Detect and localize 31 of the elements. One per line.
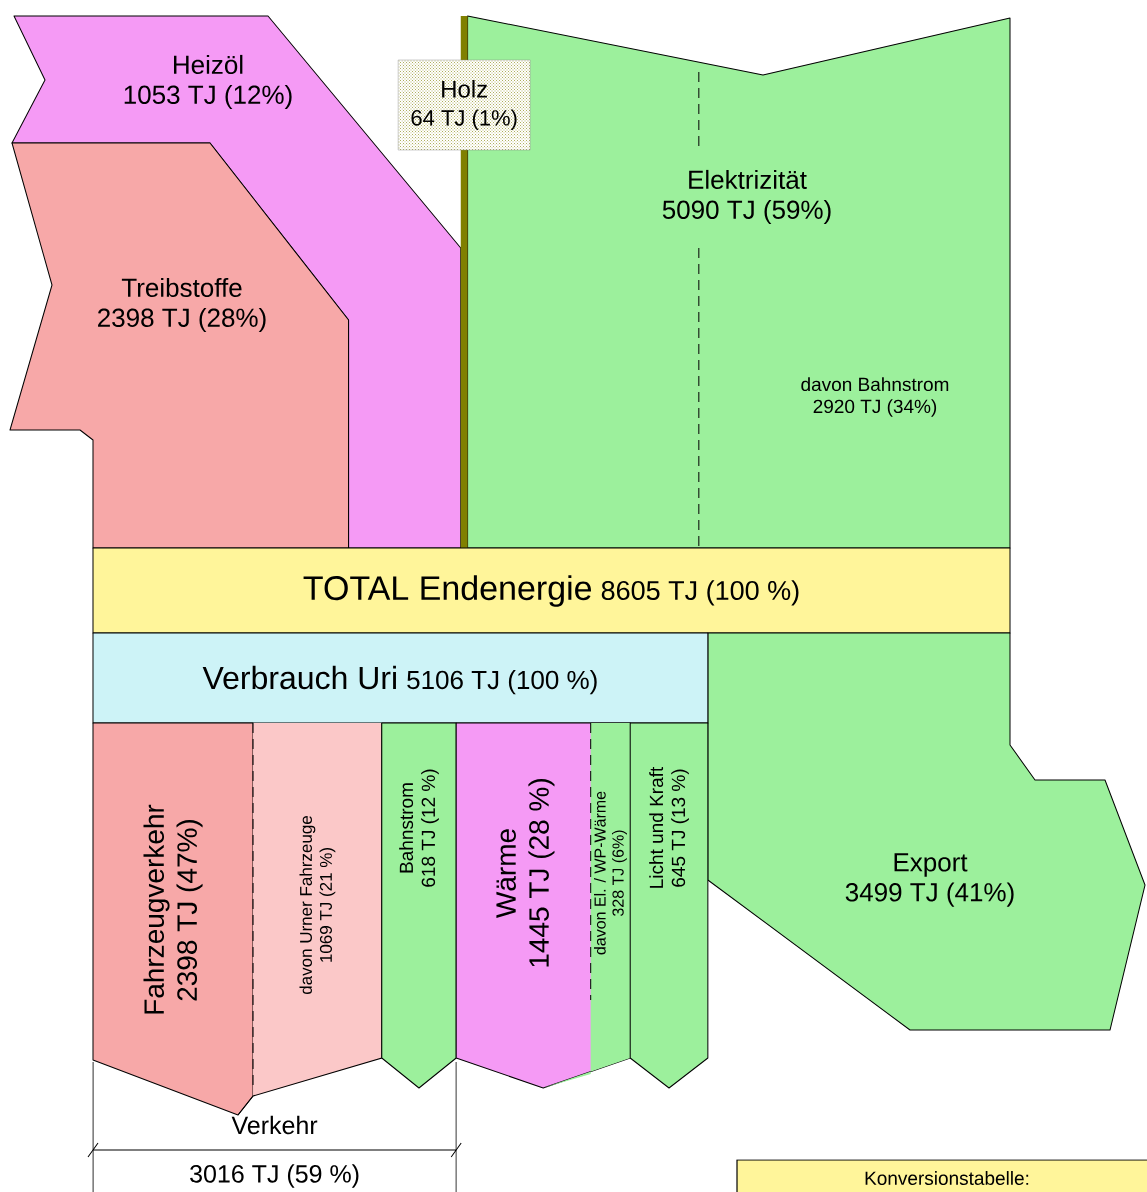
data-label: 5090 TJ (59%) <box>662 199 831 225</box>
text: Konversionstabelle: <box>865 1171 1029 1185</box>
category-label: Heizöl <box>174 54 243 74</box>
category-label: Licht und Kraft <box>649 766 664 888</box>
category-label: TOTAL Endenergie <box>303 575 592 607</box>
data-label: 8605 TJ (100 %) <box>601 580 799 606</box>
category-label: Holz <box>442 80 487 98</box>
data-label: 1053 TJ (12%) <box>124 84 292 110</box>
category-label: Bahnstrom <box>399 783 414 873</box>
category-label: davon Bahnstrom <box>801 377 949 392</box>
data-label: 2398 TJ (28%) <box>98 307 266 333</box>
category-label: Verbrauch Uri <box>202 665 396 690</box>
category-label: davon El. / WP-Wärme <box>593 791 606 955</box>
category-label: davon Urner Fahrzeuge <box>299 816 316 995</box>
data-label: 645 TJ (13 %) <box>671 769 689 887</box>
data-label: 1069 TJ (21 %) <box>319 847 336 962</box>
data-label: 3499 TJ (41%) <box>845 882 1014 907</box>
data-label: 618 TJ (12 %) <box>421 769 439 887</box>
data-label: 3016 TJ (59 %) <box>190 1164 359 1188</box>
category-label: Wärme <box>496 829 516 918</box>
data-label: 64 TJ (1%) <box>411 109 517 130</box>
data-label: 5106 TJ (100 %) <box>407 670 597 695</box>
data-label: 328 TJ (6%) <box>611 830 627 916</box>
category-label: Fahrzeugverkehr <box>143 804 170 1014</box>
category-label: Export <box>894 853 968 877</box>
data-label: 1445 TJ (28 %) <box>528 779 555 967</box>
data-label: 2920 TJ (34%) <box>813 399 937 417</box>
data-label: 2398 TJ (47%) <box>176 819 203 1001</box>
category-label: Elektrizität <box>689 169 807 189</box>
category-label: Verkehr <box>231 1115 318 1135</box>
category-label: Treibstoffe <box>121 277 242 297</box>
